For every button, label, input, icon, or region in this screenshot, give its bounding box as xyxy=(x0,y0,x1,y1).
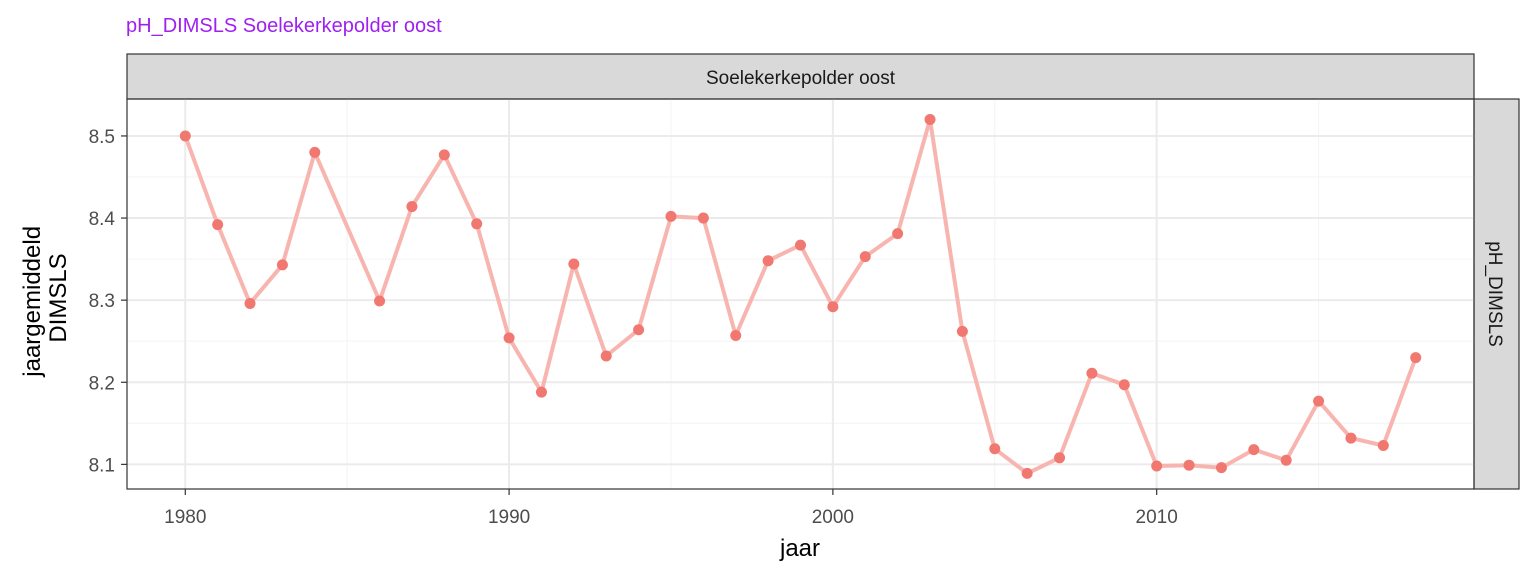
data-point xyxy=(503,332,515,344)
data-point xyxy=(568,258,580,270)
data-point xyxy=(1086,367,1098,379)
data-point xyxy=(665,210,677,222)
data-point xyxy=(827,301,839,313)
y-tick-label: 8.1 xyxy=(89,455,115,476)
facet-strip-top-label: Soelekerkepolder oost xyxy=(706,68,896,89)
y-axis: 8.1 8.2 8.3 8.4 8.5 xyxy=(89,127,127,476)
data-point xyxy=(600,350,612,362)
y-axis-title-line-1: jaargemiddeld xyxy=(19,226,46,378)
gridlines xyxy=(127,99,1474,489)
data-point xyxy=(1021,467,1033,479)
data-point xyxy=(471,218,483,230)
data-point xyxy=(309,146,321,158)
data-point xyxy=(1345,432,1357,444)
data-point xyxy=(989,443,1001,455)
data-point xyxy=(1215,462,1227,474)
y-axis-title: jaargemiddeld DIMSLS xyxy=(19,219,72,377)
facet-strip-right xyxy=(1473,98,1520,490)
data-point xyxy=(892,228,904,240)
data-point xyxy=(179,130,191,142)
data-point xyxy=(535,386,547,398)
data-point xyxy=(406,201,418,213)
panel-border xyxy=(126,98,1475,490)
series-pH-DIMSLS xyxy=(179,114,1422,479)
x-tick-label: 2010 xyxy=(1136,507,1178,528)
data-point xyxy=(374,295,386,307)
y-tick-label: 8.2 xyxy=(89,373,115,394)
facet-strip-right-label: pH_DIMSLS xyxy=(1484,241,1505,347)
data-point xyxy=(1410,352,1422,364)
data-point xyxy=(276,259,288,271)
data-point xyxy=(438,149,450,161)
x-tick-label: 1980 xyxy=(164,507,206,528)
data-point xyxy=(212,219,224,231)
chart-title: pH_DIMSLS Soelekerkepolder oost xyxy=(126,15,442,37)
data-point xyxy=(795,239,806,251)
data-point xyxy=(1248,444,1260,456)
data-point xyxy=(1118,379,1130,391)
data-point xyxy=(730,329,742,341)
x-axis: 1980 1990 2000 2010 xyxy=(164,489,1178,528)
data-point xyxy=(1151,460,1163,472)
y-axis-title-line-2: DIMSLS xyxy=(45,253,72,342)
x-tick-label: 1990 xyxy=(488,507,530,528)
y-tick-label: 8.4 xyxy=(89,209,116,230)
data-point xyxy=(1280,454,1292,466)
data-point xyxy=(697,212,709,224)
data-point xyxy=(633,324,645,336)
facet-strip-top xyxy=(126,53,1475,100)
data-point xyxy=(859,251,871,263)
data-point xyxy=(244,297,256,309)
data-point xyxy=(956,325,968,337)
data-point xyxy=(762,255,774,267)
data-point xyxy=(1377,439,1389,451)
y-tick-label: 8.5 xyxy=(89,127,115,148)
data-point xyxy=(1313,395,1325,407)
data-point xyxy=(924,114,936,126)
series-line xyxy=(183,117,1418,476)
y-tick-label: 8.3 xyxy=(89,291,115,312)
data-point xyxy=(1183,459,1195,471)
x-axis-title: jaar xyxy=(779,535,820,562)
data-point xyxy=(1054,452,1066,464)
x-tick-label: 2000 xyxy=(812,507,854,528)
